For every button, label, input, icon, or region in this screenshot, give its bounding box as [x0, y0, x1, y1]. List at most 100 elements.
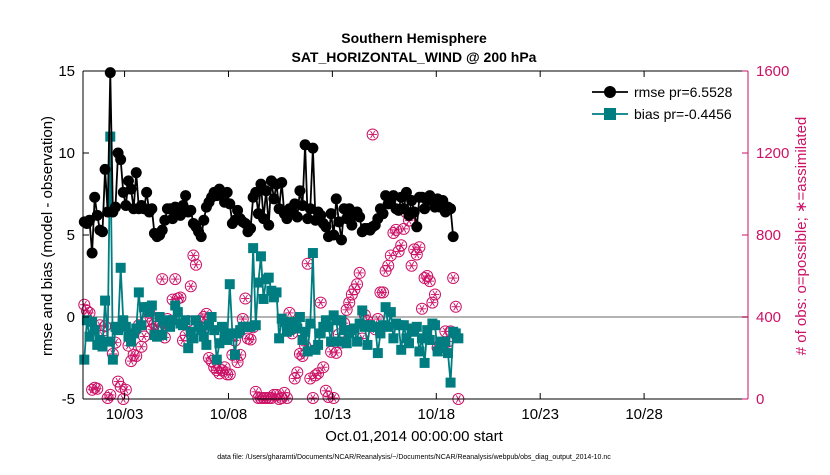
y-tick-label-left: -5 [62, 391, 75, 408]
bias-marker [190, 315, 201, 326]
bias-marker [284, 325, 295, 336]
rmse-marker [195, 231, 207, 243]
rmse-marker [335, 234, 347, 246]
y-tick-label-left: 10 [58, 145, 75, 162]
obs-count-marker [449, 300, 462, 313]
y-tick-label-right: 0 [756, 391, 764, 408]
bias-marker [263, 272, 274, 283]
rmse-marker [109, 201, 121, 213]
bias-marker [453, 333, 464, 344]
data-file-footer: data file: /Users/gharamti/Documents/NCA… [217, 454, 611, 461]
rmse-marker [276, 177, 288, 189]
bias-marker [245, 321, 256, 332]
y-tick-label-left: 15 [58, 63, 75, 80]
bias-marker [165, 321, 176, 332]
obs-count-marker [104, 388, 117, 401]
bias-marker [227, 328, 238, 339]
bias-marker [94, 334, 105, 345]
bias-marker [419, 357, 430, 368]
bias-marker [188, 333, 199, 344]
bias-marker [115, 262, 126, 273]
bias-marker [375, 328, 386, 339]
rmse-marker [400, 186, 412, 198]
rmse-marker [156, 224, 168, 236]
bias-marker [196, 325, 207, 336]
bias-marker [307, 248, 318, 259]
bias-marker [229, 349, 240, 360]
bias-marker [378, 320, 389, 331]
bias-marker [313, 339, 324, 350]
bias-marker [97, 341, 108, 352]
bias-marker [203, 320, 214, 331]
bias-marker [107, 354, 118, 365]
bias-marker [411, 321, 422, 332]
bias-marker [359, 321, 370, 332]
rmse-marker [307, 142, 319, 154]
bias-marker [255, 251, 266, 262]
x-tick-label: 10/13 [314, 406, 352, 423]
rmse-marker [146, 203, 158, 215]
bias-marker [120, 321, 131, 332]
obs-count-marker [291, 366, 304, 379]
obs-count-marker [413, 241, 426, 254]
rmse-marker [377, 208, 389, 220]
bias-marker [320, 315, 331, 326]
legend-entry-rmse: rmse pr=6.5528 [592, 84, 733, 100]
bias-marker [331, 315, 342, 326]
bias-marker [292, 323, 303, 334]
rmse-marker [141, 186, 153, 198]
bias-marker [81, 315, 92, 326]
bias-marker [211, 354, 222, 365]
bias-marker [302, 346, 313, 357]
obs-count-marker [184, 280, 197, 293]
rmse-marker [411, 221, 423, 233]
bias-marker [357, 305, 368, 316]
bias-marker [89, 325, 100, 336]
y-tick-label-right: 1200 [756, 145, 789, 162]
rmse-marker [86, 247, 98, 259]
y-axis-label-left: rmse and bias (model - observation) [39, 116, 56, 356]
obs-count-marker [130, 349, 143, 362]
bias-marker [440, 336, 451, 347]
obs-count-marker [395, 239, 408, 252]
rmse-marker [320, 221, 332, 233]
obs-count-marker [169, 273, 182, 286]
bias-marker [253, 277, 264, 288]
bias-marker [224, 279, 235, 290]
obs-count-marker [423, 275, 436, 288]
bias-marker [300, 326, 311, 337]
obs-count-marker [280, 391, 293, 404]
rmse-marker [354, 211, 366, 223]
bias-marker [289, 316, 300, 327]
bias-marker [274, 333, 285, 344]
bias-marker [323, 321, 334, 332]
bias-marker [167, 315, 178, 326]
obs-count-marker [366, 128, 379, 141]
bias-marker [136, 320, 147, 331]
rmse-marker [115, 154, 127, 166]
obs-count-marker [447, 272, 460, 285]
bias-marker [154, 312, 165, 322]
obs-count-marker [174, 291, 187, 304]
bias-marker [398, 320, 409, 331]
bias-marker [429, 320, 440, 331]
obs-count-marker [314, 296, 327, 309]
bias-marker [113, 325, 124, 336]
rmse-marker [130, 167, 142, 179]
bias-marker [385, 307, 396, 318]
bias-marker [404, 338, 415, 349]
bias-marker [393, 320, 404, 331]
bias-marker [131, 323, 142, 334]
bias-marker [271, 287, 282, 298]
rmse-marker [224, 198, 236, 210]
legend-entry-bias: bias pr=-0.4456 [592, 106, 732, 122]
x-tick-label: 10/08 [210, 406, 248, 423]
legend-marker-bias [604, 108, 616, 120]
bias-marker [152, 331, 163, 342]
bias-marker [424, 334, 435, 345]
x-tick-label: 10/23 [521, 406, 559, 423]
bias-marker [279, 316, 290, 327]
bias-marker [100, 295, 111, 306]
obs-count-marker [327, 391, 340, 404]
bias-marker [437, 343, 448, 354]
